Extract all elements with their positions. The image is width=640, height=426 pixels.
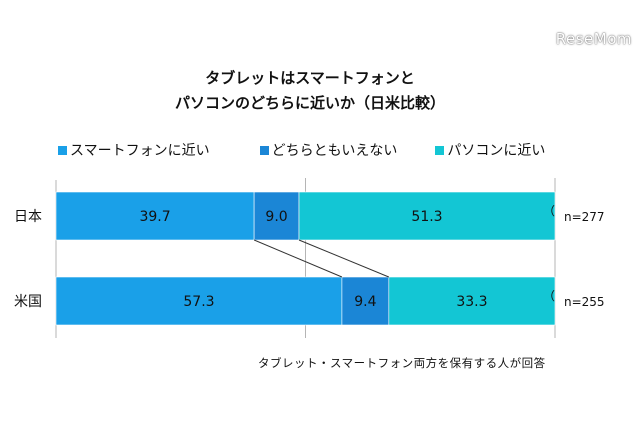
category-label-1: 米国	[14, 294, 42, 310]
bar-segment-smartphone-1	[55, 276, 343, 326]
n-bracket-1: （	[543, 289, 555, 303]
legend-swatch-pc	[435, 145, 445, 155]
legend-label-smartphone: スマートフォンに近い	[70, 143, 210, 159]
data-label-neither-0: 9.0	[265, 209, 287, 225]
watermark: ReseMom	[555, 30, 632, 48]
footnote: タブレット・スマートフォン両方を保有する人が回答	[258, 356, 546, 370]
data-label-smartphone-1: 57.3	[183, 294, 214, 310]
sample-size-1: n=255	[564, 295, 605, 309]
sample-size-0: n=277	[564, 210, 605, 224]
data-label-pc-1: 33.3	[456, 294, 487, 310]
bar-segment-neither-1	[341, 276, 390, 326]
legend-label-pc: パソコンに近い	[447, 143, 546, 159]
legend-item-smartphone: スマートフォンに近い	[58, 140, 210, 160]
legend: スマートフォンに近い どちらともいえない パソコンに近い	[58, 140, 545, 160]
series-connector-1	[298, 239, 390, 278]
data-label-neither-1: 9.4	[354, 294, 376, 310]
chart-title-line1: タブレットはスマートフォンと	[205, 69, 415, 87]
data-label-smartphone-0: 39.7	[139, 209, 170, 225]
legend-label-neither: どちらともいえない	[271, 143, 398, 159]
n-bracket-0: （	[543, 204, 555, 218]
category-label-0: 日本	[14, 209, 42, 225]
legend-item-pc: パソコンに近い	[435, 140, 545, 160]
legend-item-neither: どちらともいえない	[259, 140, 398, 160]
data-label-pc-0: 51.3	[411, 209, 442, 225]
bar-segment-neither-0	[253, 191, 300, 241]
bar-segment-pc-1	[388, 276, 556, 326]
series-connector-0	[253, 239, 343, 278]
bar-segment-pc-0	[298, 191, 556, 241]
legend-swatch-smartphone	[58, 145, 67, 155]
legend-swatch-neither	[259, 145, 269, 155]
chart-title-line2: パソコンのどちらに近いか（日米比較）	[174, 94, 445, 112]
